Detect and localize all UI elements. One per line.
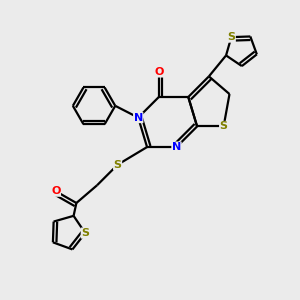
Text: O: O bbox=[51, 186, 61, 196]
Text: S: S bbox=[220, 122, 228, 131]
Text: N: N bbox=[172, 142, 181, 152]
Text: S: S bbox=[227, 32, 235, 42]
Text: S: S bbox=[114, 160, 122, 170]
Text: O: O bbox=[154, 67, 164, 77]
Text: S: S bbox=[81, 228, 89, 238]
Text: N: N bbox=[134, 112, 143, 123]
